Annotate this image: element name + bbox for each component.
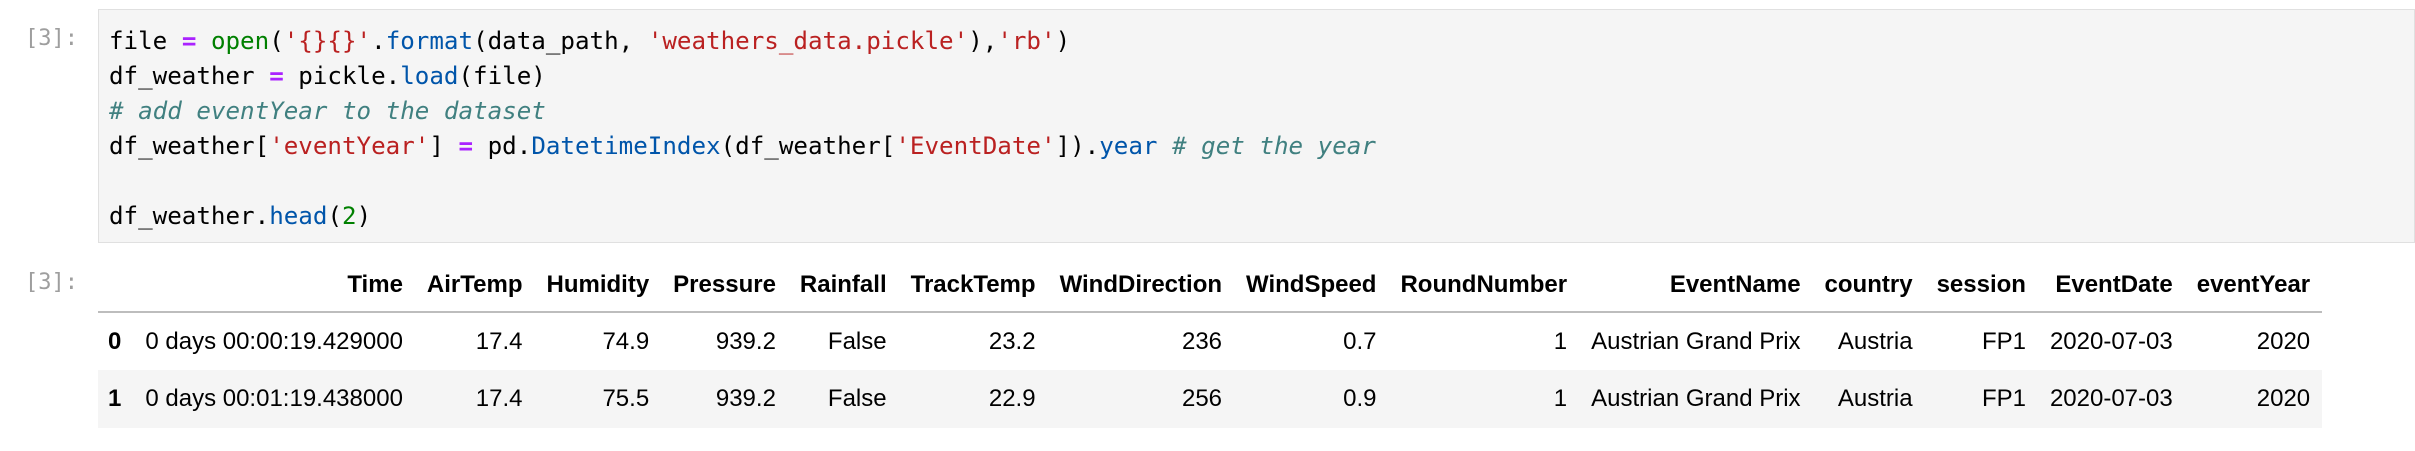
code-token: file: [109, 27, 182, 55]
column-header: WindDirection: [1047, 258, 1235, 313]
table-cell: 939.2: [715, 385, 776, 412]
table-index-header: [98, 258, 134, 313]
table-cell: 1: [1553, 385, 1568, 412]
code-line: df_weather['eventYear'] = pd.DatetimeInd…: [109, 129, 1376, 164]
column-header: Pressure: [661, 258, 788, 313]
code-token: =: [269, 62, 284, 90]
code-token: (data_path,: [473, 27, 648, 55]
code-token: DatetimeIndex: [531, 132, 721, 160]
table-cell: False: [827, 385, 887, 412]
table-cell: 0.7: [1343, 327, 1377, 355]
output-prompt: [3]:: [25, 270, 78, 295]
code-line: df_weather.head(2): [109, 199, 1376, 234]
code-cell-input[interactable]: [3]: file = open('{}{}'.format(data_path…: [0, 9, 2415, 243]
code-line: # add eventYear to the dataset: [109, 94, 1376, 129]
code-token: load: [400, 62, 459, 90]
code-token: pd.: [473, 132, 532, 160]
code-line: [109, 164, 1376, 199]
table-cell: 75.5: [602, 385, 650, 412]
output-area: Time AirTemp Humidity Pressure Rainfall Track…: [98, 258, 2323, 428]
code-token: ]: [429, 132, 459, 160]
input-prompt: [3]:: [25, 26, 78, 51]
table-cell: 74.9: [602, 327, 650, 355]
column-header: country: [1812, 258, 1925, 313]
code-token: (: [327, 202, 342, 230]
table-body: 0 0 days 00:00:19.429000 17.4 74.9 939.2 Fals…: [98, 312, 2323, 428]
code-token: 'weathers_data.pickle': [647, 27, 969, 55]
code-token: open: [210, 27, 270, 55]
code-token: df_weather[: [109, 132, 270, 160]
column-header: session: [1924, 258, 2038, 313]
table-cell: 2020: [2256, 385, 2311, 412]
code-cell-output: [3]: Time AirTemp Humidity Pressure Rainfall…: [0, 258, 2415, 451]
code-token: pickle.: [283, 62, 401, 90]
code-line: df_weather = pickle.load(file): [109, 59, 1376, 94]
table-cell: 0 days 00:00:19.429000: [145, 327, 403, 355]
table-header-row: Time AirTemp Humidity Pressure Rainfall Track…: [98, 258, 2323, 313]
code-token: 'EventDate': [895, 132, 1056, 160]
code-token: ): [1055, 27, 1071, 55]
table-cell: Austrian Grand Prix: [1591, 327, 1801, 355]
column-header: EventName: [1579, 258, 1813, 313]
row-index: 1: [108, 385, 122, 412]
dataframe-table: Time AirTemp Humidity Pressure Rainfall Track…: [98, 258, 2323, 428]
column-header: TrackTemp: [898, 258, 1048, 313]
code-token: 2: [342, 202, 357, 230]
table-cell: 939.2: [715, 327, 776, 355]
code-editor[interactable]: file = open('{}{}'.format(data_path, 'we…: [98, 9, 2415, 243]
table-cell: 256: [1181, 385, 1223, 412]
table-row: 1 0 days 00:01:19.438000 17.4 75.5 939.2 Fals…: [98, 370, 2323, 428]
code-token: '{}{}': [283, 27, 372, 55]
table-cell: 2020: [2256, 327, 2311, 355]
code-token: head: [269, 202, 328, 230]
table-cell: 2020-07-03: [2049, 385, 2173, 412]
code-token: =: [181, 27, 197, 55]
code-block[interactable]: file = open('{}{}'.format(data_path, 'we…: [109, 24, 1376, 234]
row-index: 0: [108, 327, 122, 355]
column-header: WindSpeed: [1234, 258, 1389, 313]
code-token: year: [1099, 132, 1158, 160]
column-header: Time: [133, 258, 415, 313]
column-header: Rainfall: [787, 258, 899, 313]
table-cell: 0.9: [1343, 385, 1377, 412]
code-token: ]).: [1055, 132, 1100, 160]
code-token: =: [458, 132, 474, 160]
table-cell: 236: [1181, 327, 1223, 355]
column-header: Humidity: [534, 258, 662, 313]
code-token: df_weather.: [109, 202, 270, 230]
column-header: EventDate: [2037, 258, 2185, 313]
table-cell: 17.4: [475, 327, 523, 355]
code-token: 'rb': [997, 27, 1056, 55]
table-cell: 22.9: [988, 385, 1036, 412]
code-token: # add eventYear to the dataset: [109, 97, 546, 125]
table-cell: False: [827, 327, 887, 355]
table-cell: FP1: [1981, 385, 2026, 412]
code-token: [196, 27, 211, 55]
table-cell: 0 days 00:01:19.438000: [145, 385, 403, 412]
code-token: (: [269, 27, 284, 55]
column-header: AirTemp: [414, 258, 535, 313]
table-cell: 17.4: [475, 385, 523, 412]
code-token: .: [371, 27, 386, 55]
table-cell: FP1: [1981, 327, 2026, 355]
code-line: file = open('{}{}'.format(data_path, 'we…: [109, 24, 1376, 59]
code-token: (file): [458, 62, 546, 90]
code-token: df_weather: [109, 62, 270, 90]
code-token: (df_weather[: [720, 132, 896, 160]
table-cell: Austria: [1837, 327, 1913, 355]
code-token: # get the year: [1172, 132, 1376, 160]
table-cell: 1: [1553, 327, 1568, 355]
table-cell: 23.2: [988, 327, 1036, 355]
column-header: eventYear: [2184, 258, 2323, 313]
table-cell: Austria: [1837, 385, 1913, 412]
code-token: ): [356, 202, 372, 230]
table-cell: 2020-07-03: [2049, 327, 2173, 355]
code-token: ),: [968, 27, 998, 55]
code-token: [1158, 132, 1173, 160]
code-token: 'eventYear': [269, 132, 430, 160]
code-token: format: [385, 27, 474, 55]
column-header: RoundNumber: [1388, 258, 1580, 313]
table-cell: Austrian Grand Prix: [1591, 385, 1801, 412]
table-row: 0 0 days 00:00:19.429000 17.4 74.9 939.2 Fals…: [98, 312, 2323, 370]
